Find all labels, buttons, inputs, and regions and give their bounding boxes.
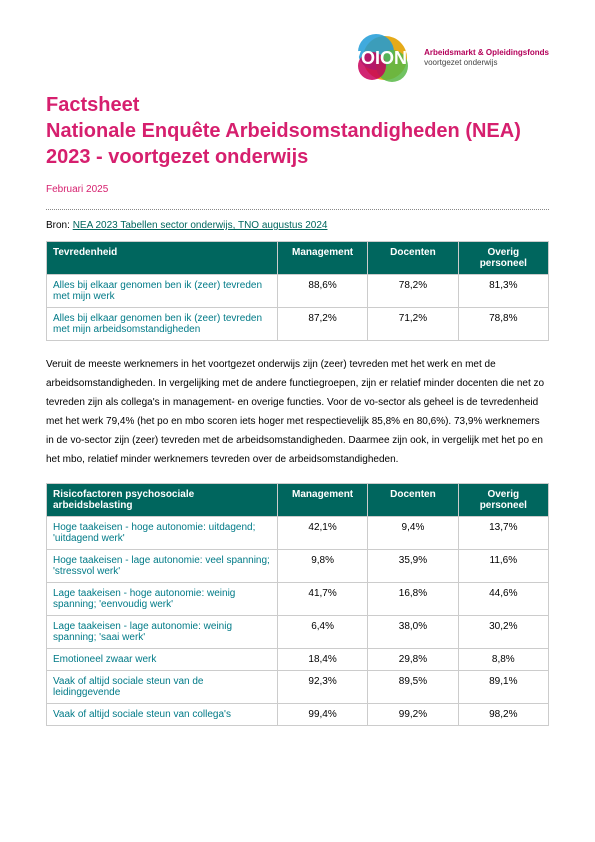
- row-value: 13,7%: [458, 517, 548, 550]
- page-title: FactsheetNationale Enquête Arbeidsomstan…: [46, 92, 549, 170]
- row-label: Hoge taakeisen - lage autonomie: veel sp…: [47, 550, 278, 583]
- logo: VOION Arbeidsmarkt & Opleidingsfonds voo…: [338, 28, 549, 88]
- row-value: 98,2%: [458, 704, 548, 726]
- svg-text:VOION: VOION: [349, 48, 407, 68]
- row-value: 9,4%: [368, 517, 458, 550]
- table-row: Alles bij elkaar genomen ben ik (zeer) t…: [47, 308, 549, 341]
- row-value: 30,2%: [458, 616, 548, 649]
- divider: [46, 209, 549, 210]
- row-value: 8,8%: [458, 649, 548, 671]
- col-header-num: Management: [277, 484, 367, 517]
- row-value: 71,2%: [368, 308, 458, 341]
- row-label: Lage taakeisen - lage autonomie: weinig …: [47, 616, 278, 649]
- publication-date: Februari 2025: [46, 184, 549, 195]
- row-value: 88,6%: [277, 275, 367, 308]
- row-value: 89,5%: [368, 671, 458, 704]
- table-tevredenheid: TevredenheidManagementDocentenOverig per…: [46, 241, 549, 341]
- source-link[interactable]: NEA 2023 Tabellen sector onderwijs, TNO …: [73, 220, 328, 231]
- row-value: 89,1%: [458, 671, 548, 704]
- row-value: 35,9%: [368, 550, 458, 583]
- row-value: 42,1%: [277, 517, 367, 550]
- col-header-num: Docenten: [368, 242, 458, 275]
- col-header-label: Risicofactoren psychosociale arbeidsbela…: [47, 484, 278, 517]
- logo-tagline-line2: voortgezet onderwijs: [424, 58, 549, 68]
- row-value: 99,4%: [277, 704, 367, 726]
- row-value: 78,8%: [458, 308, 548, 341]
- table-row: Hoge taakeisen - lage autonomie: veel sp…: [47, 550, 549, 583]
- logo-tagline: Arbeidsmarkt & Opleidingsfonds voortgeze…: [424, 48, 549, 69]
- row-value: 16,8%: [368, 583, 458, 616]
- table-row: Lage taakeisen - hoge autonomie: weinig …: [47, 583, 549, 616]
- voion-logo-mark: VOION: [338, 28, 418, 88]
- row-label: Vaak of altijd sociale steun van collega…: [47, 704, 278, 726]
- row-value: 81,3%: [458, 275, 548, 308]
- row-value: 29,8%: [368, 649, 458, 671]
- row-label: Vaak of altijd sociale steun van de leid…: [47, 671, 278, 704]
- logo-tagline-line1: Arbeidsmarkt & Opleidingsfonds: [424, 48, 549, 58]
- row-value: 87,2%: [277, 308, 367, 341]
- row-value: 44,6%: [458, 583, 548, 616]
- row-value: 99,2%: [368, 704, 458, 726]
- table-row: Vaak of altijd sociale steun van collega…: [47, 704, 549, 726]
- table-row: Alles bij elkaar genomen ben ik (zeer) t…: [47, 275, 549, 308]
- row-value: 6,4%: [277, 616, 367, 649]
- table-risicofactoren: Risicofactoren psychosociale arbeidsbela…: [46, 483, 549, 726]
- col-header-num: Management: [277, 242, 367, 275]
- col-header-num: Overig personeel: [458, 242, 548, 275]
- col-header-label: Tevredenheid: [47, 242, 278, 275]
- row-value: 18,4%: [277, 649, 367, 671]
- row-value: 92,3%: [277, 671, 367, 704]
- row-value: 11,6%: [458, 550, 548, 583]
- row-label: Emotioneel zwaar werk: [47, 649, 278, 671]
- row-label: Alles bij elkaar genomen ben ik (zeer) t…: [47, 275, 278, 308]
- source-line: Bron: NEA 2023 Tabellen sector onderwijs…: [46, 220, 549, 231]
- col-header-num: Overig personeel: [458, 484, 548, 517]
- row-label: Hoge taakeisen - hoge autonomie: uitdage…: [47, 517, 278, 550]
- row-label: Lage taakeisen - hoge autonomie: weinig …: [47, 583, 278, 616]
- paragraph-1: Veruit de meeste werknemers in het voort…: [46, 355, 549, 469]
- row-value: 38,0%: [368, 616, 458, 649]
- source-label: Bron:: [46, 220, 70, 231]
- table-row: Emotioneel zwaar werk18,4%29,8%8,8%: [47, 649, 549, 671]
- table-row: Vaak of altijd sociale steun van de leid…: [47, 671, 549, 704]
- row-value: 78,2%: [368, 275, 458, 308]
- row-value: 41,7%: [277, 583, 367, 616]
- table-row: Lage taakeisen - lage autonomie: weinig …: [47, 616, 549, 649]
- row-value: 9,8%: [277, 550, 367, 583]
- row-label: Alles bij elkaar genomen ben ik (zeer) t…: [47, 308, 278, 341]
- table-row: Hoge taakeisen - hoge autonomie: uitdage…: [47, 517, 549, 550]
- col-header-num: Docenten: [368, 484, 458, 517]
